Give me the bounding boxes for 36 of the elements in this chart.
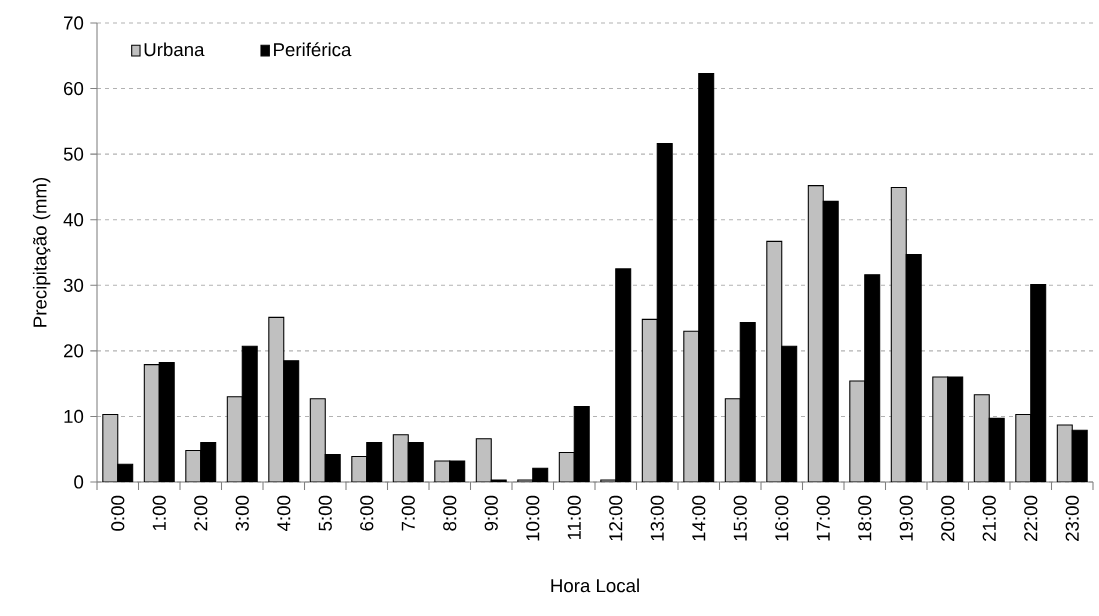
x-tick-label: 11:00 (567, 495, 581, 540)
x-tick-label: 4:00 (277, 495, 291, 532)
x-tick-label: 15:00 (733, 495, 747, 541)
y-tick-label: 0 (74, 475, 84, 489)
x-tick-label: 6:00 (360, 495, 374, 531)
x-tick-label: 22:00 (1024, 495, 1038, 541)
x-tick-label: 19:00 (899, 495, 913, 541)
y-tick-label: 30 (63, 278, 84, 292)
y-tick-label: 70 (64, 16, 84, 30)
legend-label: Periférica (274, 42, 352, 57)
x-tick-label: 8:00 (443, 495, 457, 531)
x-tick-label: 23:00 (1065, 495, 1079, 541)
x-axis-title: Hora Local (551, 578, 639, 593)
x-tick-label: 18:00 (858, 495, 872, 541)
x-tick-label: 2:00 (194, 495, 208, 531)
x-tick-label: 0:00 (111, 495, 125, 531)
x-tick-label: 10:00 (526, 495, 540, 541)
x-tick-label: 3:00 (235, 495, 249, 531)
x-tick-label: 9:00 (484, 495, 498, 531)
y-tick-label: 10 (64, 409, 84, 424)
x-tick-label: 17:00 (816, 495, 830, 541)
legend-label: Urbana (144, 42, 205, 57)
x-tick-label: 20:00 (941, 495, 955, 541)
y-axis-title: Precipitação (mm) (32, 177, 51, 327)
x-tick-label: 16:00 (775, 495, 789, 541)
x-tick-label: 13:00 (650, 495, 664, 541)
x-tick-label: 5:00 (318, 495, 332, 531)
x-tick-label: 7:00 (401, 495, 415, 531)
y-tick-label: 60 (64, 81, 84, 96)
x-tick-label: 12:00 (609, 495, 623, 541)
y-tick-label: 20 (64, 344, 84, 358)
y-tick-label: 40 (63, 213, 84, 227)
x-tick-label: 14:00 (692, 495, 706, 541)
y-tick-label: 50 (63, 147, 84, 161)
x-tick-label: 1:00 (152, 495, 166, 531)
x-tick-label: 21:00 (982, 495, 996, 541)
